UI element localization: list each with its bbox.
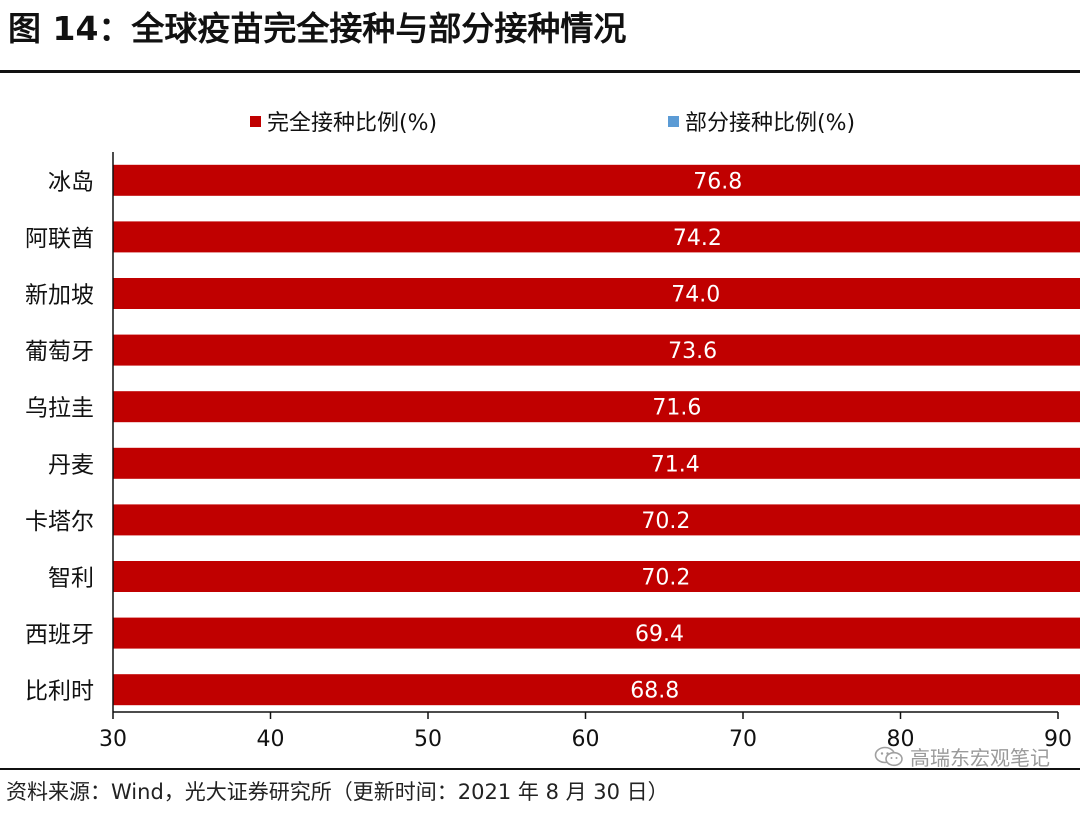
chart-title: 图 14：全球疫苗完全接种与部分接种情况 (8, 9, 627, 48)
bar-segment (113, 504, 1080, 536)
chart-legend: 完全接种比例(%) 部分接种比例(%) (250, 111, 855, 136)
footer: 资料来源：Wind，光大证券研究所（更新时间：2021 年 8 月 30 日） … (0, 746, 1080, 816)
title-divider (0, 70, 1080, 73)
legend-swatch (668, 116, 679, 127)
x-tick-label: 50 (414, 727, 442, 752)
category-label: 丹麦 (48, 452, 94, 478)
x-tick-label: 90 (1044, 727, 1072, 752)
source-note: 资料来源：Wind，光大证券研究所（更新时间：2021 年 8 月 30 日） (6, 780, 669, 804)
data-label: 69.4 (635, 622, 684, 647)
category-label: 阿联酋 (25, 226, 94, 252)
bar-segment (113, 334, 1080, 366)
bar-segment (113, 221, 1080, 253)
data-label: 74.2 (673, 226, 722, 251)
x-tick-label: 70 (729, 727, 757, 752)
watermark-text: 高瑞东宏观笔记 (910, 746, 1050, 770)
wechat-icon (874, 746, 903, 766)
legend-swatch (250, 116, 261, 127)
bar-segment (113, 278, 1080, 309)
category-label: 比利时 (25, 679, 94, 705)
bar-segment (113, 674, 1080, 706)
chart-axes: 30 40 50 60 70 80 90 (99, 152, 1072, 752)
data-label: 74.0 (671, 283, 720, 308)
data-label: 70.2 (641, 566, 690, 591)
x-tick-label: 30 (99, 727, 127, 752)
data-label: 73.6 (668, 339, 717, 364)
category-label: 西班牙 (25, 622, 94, 648)
category-label: 智利 (48, 566, 94, 592)
bar-segment (113, 617, 1080, 649)
x-tick-label: 60 (572, 727, 600, 752)
data-label: 71.4 (651, 452, 700, 477)
stacked-bar-chart: 完全接种比例(%)部分接种比例(%) 76.84.5冰岛74.210.7阿联酋7… (25, 111, 1080, 752)
bar-segment (113, 164, 1080, 196)
data-label: 70.2 (641, 509, 690, 534)
footer-divider (0, 768, 1080, 770)
category-label: 乌拉圭 (25, 396, 94, 422)
data-label: 68.8 (630, 679, 679, 704)
x-tick-label: 80 (887, 727, 915, 752)
bar-segment (113, 561, 1080, 592)
legend-label: 部分接种比例(%) (685, 111, 855, 136)
bar-segment (113, 447, 1080, 479)
legend-label: 完全接种比例(%) (267, 111, 437, 136)
bar-segment (113, 391, 1080, 423)
category-label: 卡塔尔 (25, 509, 94, 535)
chart-bars: 76.84.5冰岛74.210.7阿联酋74.03.8新加坡73.610.0葡萄… (25, 164, 1080, 706)
category-label: 葡萄牙 (25, 339, 94, 365)
category-label: 新加坡 (25, 283, 94, 309)
watermark: 高瑞东宏观笔记 (874, 742, 1050, 771)
x-tick-label: 40 (257, 727, 285, 752)
category-label: 冰岛 (48, 169, 94, 195)
data-label: 76.8 (693, 169, 742, 194)
data-label: 71.6 (652, 396, 701, 421)
